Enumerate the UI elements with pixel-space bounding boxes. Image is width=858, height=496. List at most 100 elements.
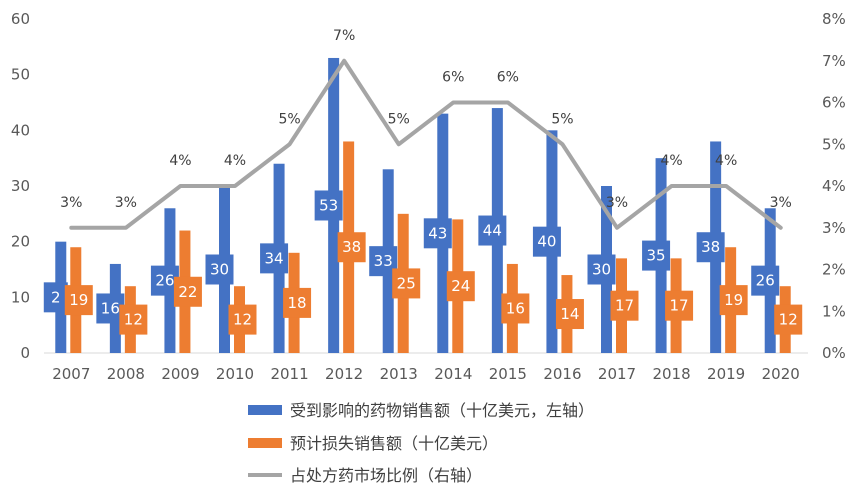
y-right-tick-label: 2% [822, 261, 846, 279]
estimated-loss-label: 19 [69, 291, 88, 309]
estimated-loss-label: 14 [560, 305, 579, 323]
y-right-tick-label: 3% [822, 219, 846, 237]
x-tick-label: 2007 [52, 365, 90, 383]
y-right-tick-label: 4% [822, 177, 846, 195]
axes: 0 10 20 30 40 50 60 0% 1% 2% 3% 4% 5% 6% 7% 8% 2007 2008 2… [11, 10, 846, 383]
y-right-tick-label: 6% [822, 94, 846, 112]
ratio-label: 4% [715, 153, 737, 169]
y-left-tick-label: 10 [11, 288, 30, 306]
estimated-loss-label-box [719, 285, 748, 316]
estimated-loss-label: 18 [288, 294, 307, 312]
estimated-loss-label-box [119, 304, 148, 335]
affected-sales-label-box [260, 243, 289, 274]
affected-sales-label: 16 [101, 299, 120, 317]
y-right-tick-label: 7% [822, 52, 846, 70]
affected-sales-label: 38 [701, 238, 720, 256]
ratio-line [69, 58, 783, 230]
affected-sales-label: 30 [592, 261, 611, 279]
ratio-label: 6% [442, 70, 464, 86]
x-tick-label: 2008 [107, 365, 145, 383]
y-right-tick-label: 5% [822, 135, 846, 153]
x-tick-label: 2011 [270, 365, 308, 383]
affected-sales-label: 34 [265, 249, 284, 267]
estimated-loss-label: 25 [397, 274, 416, 292]
estimated-loss-label-box [501, 293, 530, 324]
ratio-label: 5% [551, 111, 573, 127]
affected-sales-label: 2 [51, 288, 61, 306]
y-left-tick-label: 0 [20, 344, 30, 362]
x-tick-label: 2020 [762, 365, 800, 383]
affected-sales-label: 26 [155, 272, 174, 290]
legend-label: 预计损失销售额（十亿美元） [290, 434, 498, 453]
x-tick-label: 2019 [707, 365, 745, 383]
ratio-label: 4% [660, 153, 682, 169]
y-left-tick-label: 30 [11, 177, 30, 195]
ratio-label: 5% [278, 111, 300, 127]
estimated-loss-label: 12 [779, 311, 798, 329]
x-tick-label: 2015 [489, 365, 527, 383]
data-labels: 2 16 26 30 34 53 33 43 44 40 30 35 38 26 19 12 22 12 18 38 2… [43, 28, 803, 335]
x-tick-label: 2009 [161, 365, 199, 383]
legend-label: 受到影响的药物销售额（十亿美元，左轴） [290, 401, 594, 420]
affected-sales-label-box [587, 254, 616, 285]
x-tick-label: 2012 [325, 365, 363, 383]
ratio-label: 6% [497, 70, 519, 86]
estimated-loss-label-box [64, 285, 93, 316]
estimated-loss-label-box [610, 290, 639, 321]
affected-sales-label-box [205, 254, 234, 285]
estimated-loss-label: 22 [178, 283, 197, 301]
y-left-tick-label: 60 [11, 10, 30, 28]
legend-label: 占处方药市场比例（右轴） [290, 466, 482, 485]
affected-sales-label: 35 [647, 247, 666, 265]
y-right-tick-label: 8% [822, 10, 846, 28]
ratio-label: 4% [169, 153, 191, 169]
ratio-label: 3% [60, 195, 82, 211]
y-left-tick-label: 20 [11, 233, 30, 251]
y-right-tick-label: 1% [822, 302, 846, 320]
affected-sales-label: 53 [319, 196, 338, 214]
y-left-tick-label: 40 [11, 121, 30, 139]
estimated-loss-label: 17 [670, 297, 689, 315]
affected-sales-label: 40 [537, 233, 556, 251]
affected-sales-label: 44 [483, 222, 502, 240]
x-tick-label: 2010 [216, 365, 254, 383]
estimated-loss-label: 16 [506, 299, 525, 317]
estimated-loss-label-box [337, 232, 366, 263]
ratio-line-path [69, 58, 783, 230]
affected-sales-label: 43 [428, 224, 447, 242]
ratio-label: 5% [388, 111, 410, 127]
estimated-loss-label-box [774, 304, 803, 335]
affected-sales-label-box [696, 232, 725, 263]
affected-sales-label-box [478, 215, 507, 246]
ratio-label: 7% [333, 28, 355, 44]
estimated-loss-label: 24 [451, 277, 470, 295]
affected-sales-label: 30 [210, 261, 229, 279]
estimated-loss-label-box [228, 304, 257, 335]
legend-swatch [248, 405, 282, 415]
affected-sales-label-box [532, 226, 561, 257]
affected-sales-label: 33 [374, 252, 393, 270]
estimated-loss-label-box [555, 299, 584, 330]
x-tick-label: 2016 [543, 365, 581, 383]
estimated-loss-label: 12 [233, 311, 252, 329]
y-left-tick-label: 50 [11, 66, 30, 84]
x-tick-label: 2017 [598, 365, 636, 383]
estimated-loss-label: 19 [724, 291, 743, 309]
x-tick-label: 2018 [652, 365, 690, 383]
ratio-label: 3% [770, 195, 792, 211]
ratio-label: 3% [115, 195, 137, 211]
estimated-loss-label-box [283, 287, 312, 318]
legend: 受到影响的药物销售额（十亿美元，左轴） 预计损失销售额（十亿美元） 占处方药市场比例… [248, 401, 594, 485]
estimated-loss-label: 12 [124, 311, 143, 329]
affected-sales-label: 26 [756, 272, 775, 290]
y-right-tick-label: 0% [822, 344, 846, 362]
estimated-loss-label-box [446, 271, 475, 302]
estimated-loss-label-box [392, 268, 421, 299]
estimated-loss-label: 38 [342, 238, 361, 256]
x-tick-label: 2014 [434, 365, 472, 383]
affected-sales-label-box [751, 265, 780, 296]
estimated-loss-label-box [173, 276, 202, 307]
affected-sales-label-box [314, 190, 343, 221]
affected-sales-label-box [423, 218, 452, 249]
